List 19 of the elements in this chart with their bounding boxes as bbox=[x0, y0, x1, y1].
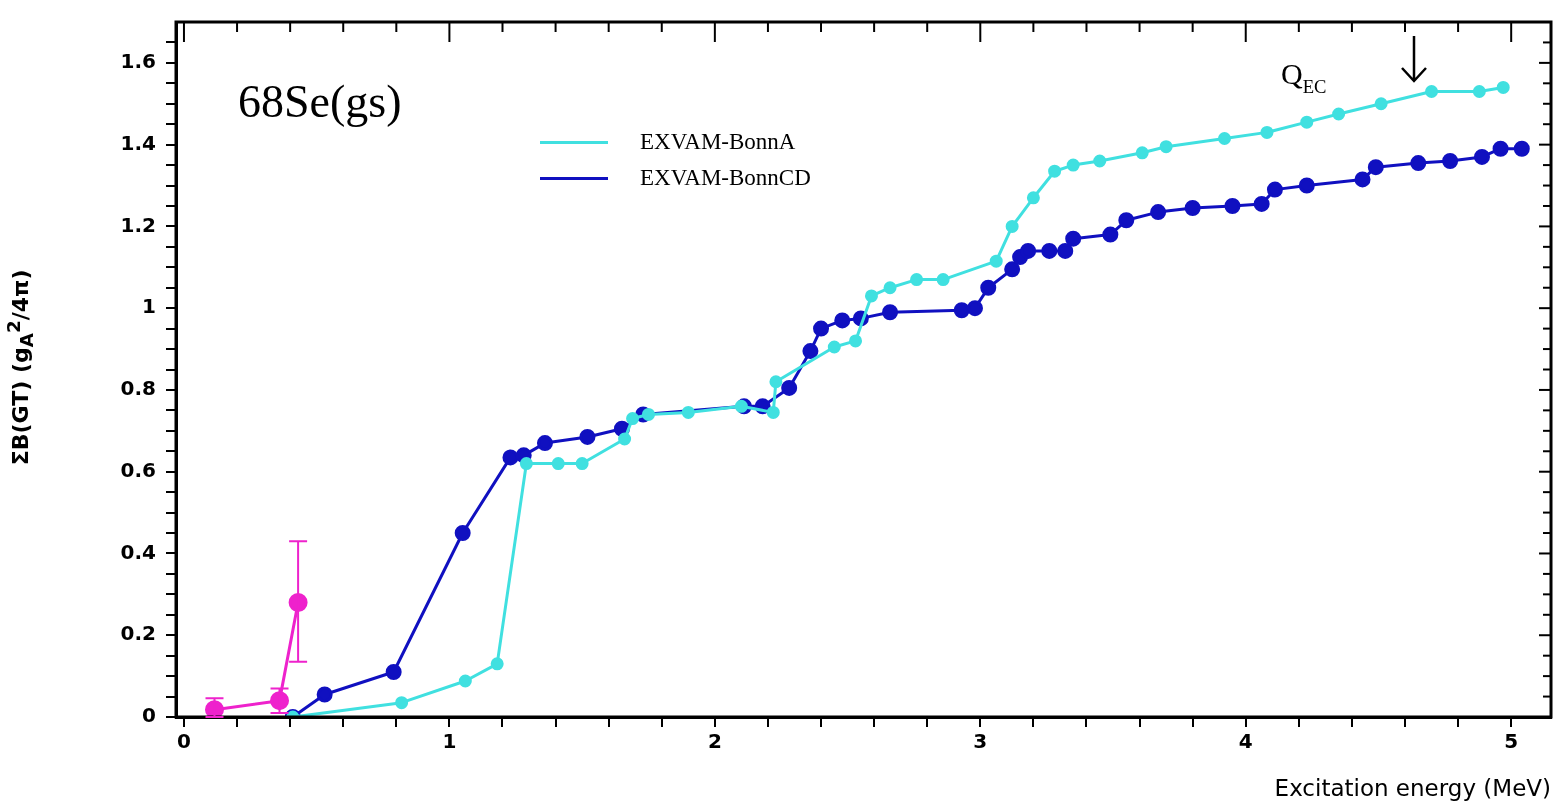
y-tick-label: 0.8 bbox=[120, 376, 156, 401]
annotation: 68Se(gs) bbox=[238, 76, 402, 127]
y-tick-label: 1.2 bbox=[120, 212, 156, 237]
x-tick-label: 2 bbox=[707, 729, 722, 754]
x-axis-title: Excitation energy (MeV) bbox=[1274, 775, 1551, 802]
y-tick-label: 0.2 bbox=[120, 621, 156, 646]
legend-label: EXVAM-BonnA bbox=[640, 129, 796, 155]
x-tick-label: 4 bbox=[1238, 729, 1253, 754]
x-tick-label: 1 bbox=[442, 729, 457, 754]
y-tick-label: 1.4 bbox=[120, 130, 156, 155]
y-tick-label: 0 bbox=[142, 703, 156, 728]
y-tick-label: 0.6 bbox=[120, 457, 156, 482]
x-tick-label: 0 bbox=[177, 729, 191, 754]
y-tick-label: 0.4 bbox=[120, 539, 156, 564]
y-tick-label: 1 bbox=[142, 294, 156, 319]
x-tick-label: 3 bbox=[973, 729, 988, 754]
legend-label: EXVAM-BonnCD bbox=[640, 165, 811, 191]
x-tick-label: 5 bbox=[1504, 729, 1519, 754]
y-tick-label: 1.6 bbox=[120, 49, 156, 74]
